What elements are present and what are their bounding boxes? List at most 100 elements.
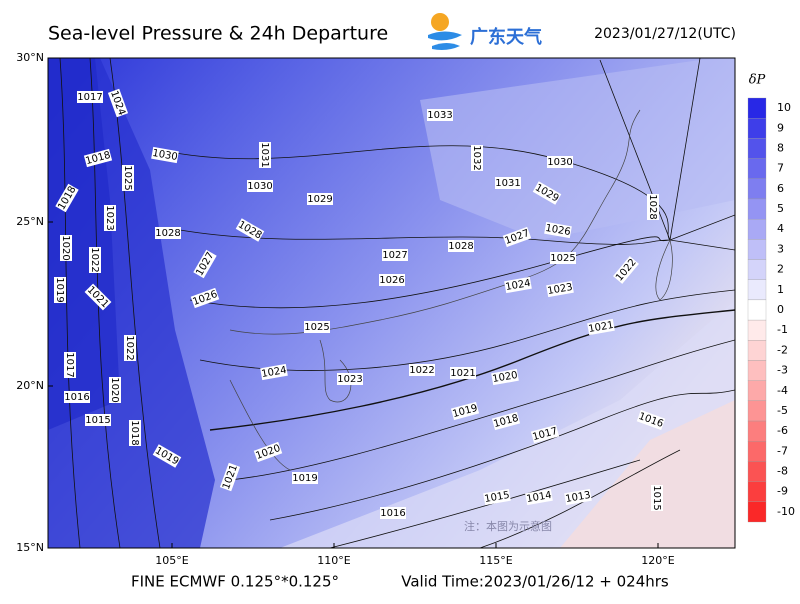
contour-label: 1017 (64, 352, 76, 378)
contour-label-bg (427, 109, 453, 121)
title: Sea-level Pressure & 24h Departure (48, 23, 388, 45)
contour-label-text: 1016 (64, 392, 89, 403)
colorbar-cell (747, 299, 767, 321)
colorbar-label: 9 (777, 121, 784, 134)
contour-label-text: 1032 (471, 145, 482, 170)
contour-label: 1021 (450, 367, 476, 379)
contour-label-bg (155, 227, 181, 239)
contour-label-text: 1022 (409, 365, 434, 376)
contour-label: 1020 (491, 368, 519, 386)
colorbar-label: -10 (777, 505, 795, 518)
contour-label-bg (491, 368, 519, 386)
contour-label: 1017 (77, 91, 103, 103)
contour-label-bg (247, 180, 273, 192)
contour-label: 1028 (448, 240, 474, 252)
contour-label-text: 1025 (304, 322, 329, 333)
colorbar-cell (747, 340, 767, 361)
colorbar-cell (747, 420, 767, 442)
colorbar-cell (747, 380, 767, 402)
colorbar-label: 2 (777, 263, 784, 276)
model-label: FINE ECMWF 0.125°*0.125° (131, 573, 339, 591)
colorbar-label: 10 (777, 101, 791, 114)
contour-label-text: 1016 (380, 508, 405, 519)
contour-label-bg (129, 420, 141, 446)
colorbar-label: -1 (777, 323, 788, 336)
colorbar-label: 1 (777, 283, 784, 296)
contour-label-bg (85, 414, 111, 426)
contour-label-text: 1025 (122, 165, 133, 190)
map-field (48, 58, 735, 548)
colorbar-cell (747, 138, 767, 159)
contour-label-bg (448, 240, 474, 252)
contour-label-bg (471, 145, 483, 171)
contour-label-bg (259, 142, 271, 168)
contour-label: 1022 (409, 364, 435, 376)
map-frame (47, 57, 736, 549)
contour-label-text: 1028 (448, 241, 473, 252)
contour-label: 1016 (64, 391, 90, 403)
contour-label-bg (550, 252, 576, 264)
contour-label-text: 1030 (151, 148, 178, 163)
contour-label-text: 1018 (129, 420, 140, 445)
contour-label-bg (292, 472, 318, 484)
contour-label: 1014 (525, 488, 553, 506)
colorbar-cell (747, 319, 767, 341)
contour-label-bg (532, 181, 562, 205)
contour-label-bg (307, 193, 333, 205)
contour-label: 1021 (587, 318, 615, 336)
contour-label-bg (382, 249, 408, 261)
contour-label-bg (409, 364, 435, 376)
colorbar-label: 4 (777, 222, 784, 235)
contour-label-bg (504, 276, 532, 294)
lon-label: 105°E (155, 554, 188, 567)
lat-label: 15°N (16, 541, 44, 554)
lat-label: 20°N (16, 379, 44, 392)
contour-label: 1028 (647, 194, 659, 220)
contour-label-text: 1025 (550, 253, 575, 264)
contour-label-bg (83, 148, 113, 168)
contour-label-bg (89, 247, 101, 273)
contour-label-text: 1021 (450, 368, 475, 379)
contour-label-bg (304, 321, 330, 333)
contour-label-bg (260, 363, 288, 381)
contour-label-text: 1017 (77, 92, 102, 103)
colorbar-label: -6 (777, 424, 788, 437)
contour-label-text: 1020 (109, 377, 120, 402)
contour-label-bg (190, 287, 220, 309)
colorbar-cell (747, 259, 767, 280)
colorbar-label: 6 (777, 182, 784, 195)
contour-label: 1013 (564, 488, 592, 506)
contour-label: 1033 (427, 109, 453, 121)
contour-label-text: 1023 (104, 205, 115, 230)
colorbar-label: -2 (777, 343, 788, 356)
contour-label-bg (525, 488, 553, 506)
contour-label-bg (502, 226, 532, 248)
colorbar-cell (747, 441, 767, 462)
contour-label-bg (564, 488, 592, 506)
contour-label: 1015 (651, 485, 663, 511)
contour-label-text: 1015 (484, 490, 511, 505)
contour-label-bg (77, 91, 103, 103)
contour-label: 1022 (89, 247, 101, 273)
contour-label-bg (647, 194, 659, 220)
contour-label-bg (530, 424, 560, 444)
contour-label: 1020 (109, 377, 121, 403)
watermark: 注：本图为示意图 (464, 519, 552, 533)
contour-label-text: 1027 (382, 250, 407, 261)
contour-label: 1026 (544, 221, 572, 239)
contour-label-bg (122, 165, 134, 191)
contour-label-text: 1019 (54, 277, 65, 302)
colorbar-cell (747, 279, 767, 301)
contour-label-text: 1028 (647, 194, 658, 219)
colorbar-label: 0 (777, 303, 784, 316)
colorbar-cell (747, 97, 767, 119)
colorbar-cell (747, 481, 767, 502)
contour-label-bg (64, 391, 90, 403)
colorbar-cell (747, 178, 767, 200)
valid-time: Valid Time:2023/01/26/12 + 024hrs (401, 573, 669, 591)
contour-label-bg (219, 462, 241, 492)
contour-label-text: 1019 (292, 473, 317, 484)
contour-label: 1030 (247, 180, 273, 192)
contour-label-text: 1015 (85, 415, 110, 426)
